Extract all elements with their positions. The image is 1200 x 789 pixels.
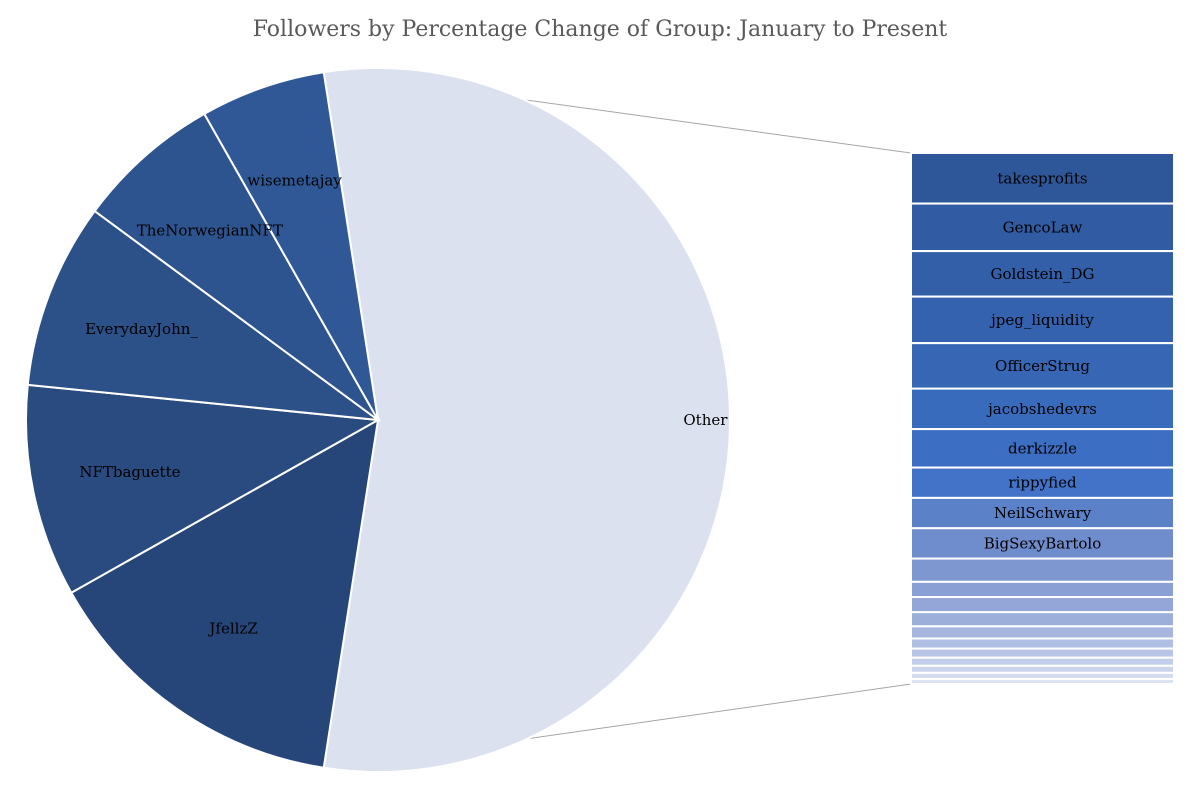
bar-label-goldstein-dg: Goldstein_DG	[991, 265, 1095, 283]
bar-segment-rippyfied	[910, 466, 1175, 499]
pie-slice-wisemetajay	[202, 71, 379, 421]
pie-slice-thenorwegiannft	[93, 112, 379, 421]
pie-label-everydayjohn: EverydayJohn_	[85, 320, 198, 338]
pie-label-nftbaguette: NFTbaguette	[79, 463, 180, 481]
bar-segment-17	[910, 647, 1175, 659]
bar-segment-gencolaw	[910, 202, 1175, 253]
bar-label-derkizzle: derkizzle	[1008, 439, 1077, 457]
bar-labels: takesprofits GencoLaw Goldstein_DG jpeg_liq…	[984, 169, 1102, 552]
pie-labels: Other JfellzZ NFTbaguette EverydayJohn_ TheN…	[79, 172, 728, 638]
bar-segment-19	[910, 664, 1175, 674]
bar-label-jacobshedevrs: jacobshedevrs	[986, 400, 1097, 418]
bar-label-officerstrug: OfficerStrug	[995, 357, 1090, 375]
bar-label-gencolaw: GencoLaw	[1003, 218, 1083, 236]
bar-segment-takesprofits	[910, 152, 1175, 205]
pie-slice-jfellzz	[69, 418, 380, 769]
bar-segment-14	[910, 611, 1175, 628]
pie-label-wisemetajay: wisemetajay	[247, 172, 342, 190]
bar-segment-13	[910, 596, 1175, 614]
bar-segment-15	[910, 625, 1175, 640]
pie-slice-other	[322, 67, 731, 773]
bar-segment-jpeg-liquidity	[910, 295, 1175, 345]
bar-segment-21	[910, 677, 1175, 686]
bar-label-neilschwary: NeilSchwary	[994, 504, 1092, 522]
pie-label-thenorwegiannft: TheNorwegianNFT	[137, 221, 283, 239]
bar-segment-jacobshedevrs	[910, 387, 1175, 431]
bar-label-takesprofits: takesprofits	[997, 169, 1087, 187]
bar-label-bigsexybartolo: BigSexyBartolo	[984, 534, 1102, 552]
pie-slice-nftbaguette	[25, 383, 382, 595]
bar-segment-neilschwary	[910, 496, 1175, 530]
chart-title: Followers by Percentage Change of Group:…	[253, 17, 948, 42]
bar-label-jpeg-liquidity: jpeg_liquidity	[989, 311, 1094, 329]
bar-segment-12	[910, 580, 1175, 599]
bar-segment-18	[910, 656, 1175, 667]
bar-segment-16	[910, 637, 1175, 650]
pie-slice-everydayjohn	[26, 209, 382, 422]
bar-segment-bigsexybartolo	[910, 527, 1175, 560]
pie-slices	[25, 67, 731, 773]
bar-label-rippyfied: rippyfied	[1008, 474, 1077, 492]
pie-label-jfellzz: JfellzZ	[207, 619, 257, 637]
bar-segment-goldstein-dg	[910, 250, 1175, 298]
bar-segment-11	[910, 557, 1175, 583]
bar-segments	[910, 152, 1175, 686]
pie-label-other: Other	[683, 411, 728, 429]
